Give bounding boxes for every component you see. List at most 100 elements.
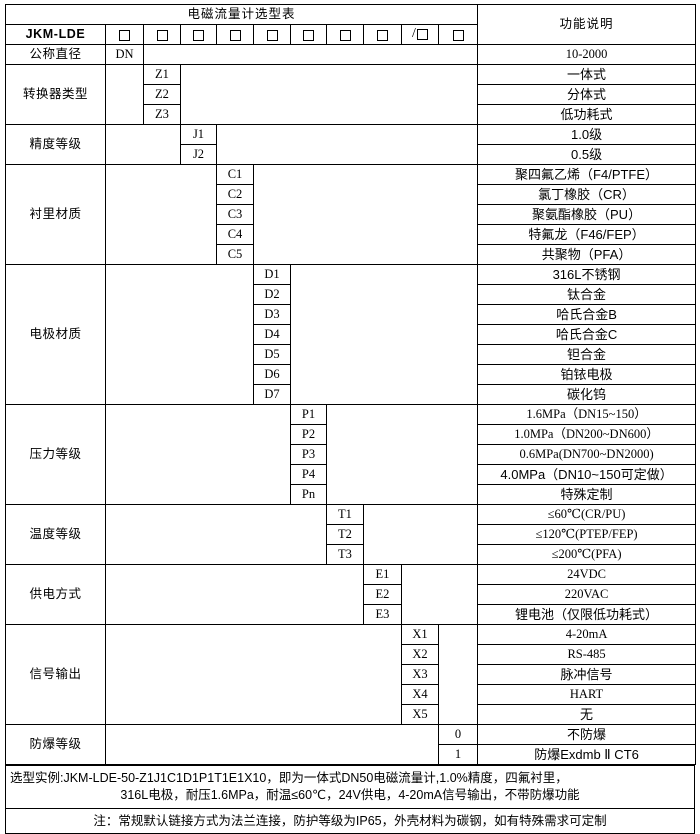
- desc-cell-c-5: 共聚物（PFA）: [477, 244, 697, 265]
- desc-cell-p-4: 4.0MPa（DN10~150可定做）: [477, 464, 697, 485]
- model-code-label: JKM-LDE: [5, 24, 106, 45]
- code-cell-d-6[interactable]: D6: [253, 364, 291, 385]
- checkbox-cell-8[interactable]: [363, 24, 402, 45]
- code-cell-c-5[interactable]: C5: [216, 244, 254, 265]
- desc-cell-ex-2: 防爆Exdmb Ⅱ CT6: [477, 744, 697, 765]
- code-cell-c-2[interactable]: C2: [216, 184, 254, 205]
- checkbox-cell-5[interactable]: [253, 24, 291, 45]
- code-cell-p-1[interactable]: P1: [290, 404, 327, 425]
- code-cell-d-2[interactable]: D2: [253, 284, 291, 305]
- code-cell-d-5[interactable]: D5: [253, 344, 291, 365]
- desc-cell-dn-1: 10-2000: [477, 44, 697, 65]
- blank-right-4: [289, 264, 479, 405]
- checkbox-6[interactable]: [303, 29, 314, 41]
- code-cell-x-5[interactable]: X5: [401, 704, 439, 725]
- desc-cell-p-2: 1.0MPa（DN200~DN600）: [477, 424, 697, 445]
- code-cell-x-4[interactable]: X4: [401, 684, 439, 705]
- checkbox-cell-3[interactable]: [180, 24, 217, 45]
- checkbox-9[interactable]: [416, 29, 428, 40]
- code-cell-p-5[interactable]: Pn: [290, 484, 327, 505]
- example-line-1: 选型实例:JKM-LDE-50-Z1J1C1D1P1T1E1X10，即为一体式D…: [10, 771, 568, 786]
- desc-cell-j-2: 0.5级: [477, 144, 697, 165]
- table-row: 压力等级 P1 1.6MPa（DN15~150）: [5, 404, 697, 505]
- row-label-5: 压力等级: [5, 404, 106, 505]
- row-label-4: 电极材质: [5, 264, 106, 405]
- checkbox-cell-10[interactable]: [437, 24, 479, 45]
- table-row: D6 铂铱电极: [6, 364, 697, 385]
- desc-cell-j-1: 1.0级: [477, 124, 697, 145]
- table-row: D3 哈氏合金B: [6, 304, 697, 325]
- code-cell-d-1[interactable]: D1: [253, 264, 291, 285]
- desc-cell-p-1: 1.6MPa（DN15~150）: [477, 404, 697, 425]
- code-cell-c-4[interactable]: C4: [216, 224, 254, 245]
- checkbox-cell-1[interactable]: [105, 24, 144, 45]
- blank-left-7: [105, 564, 364, 625]
- checkbox-cell-7[interactable]: [326, 24, 364, 45]
- blank-left-4: [105, 264, 254, 405]
- code-cell-p-2[interactable]: P2: [290, 424, 327, 445]
- example-row: 选型实例:JKM-LDE-50-Z1J1C1D1P1T1E1X10，即为一体式D…: [5, 765, 695, 809]
- checkbox-3[interactable]: [193, 29, 204, 41]
- code-cell-t-2[interactable]: T2: [326, 524, 364, 545]
- table-row: 信号输出 X1 4-20mA: [5, 624, 697, 725]
- table-row: X2 RS-485: [6, 644, 697, 665]
- checkbox-10[interactable]: [452, 29, 464, 41]
- code-cell-dn-1[interactable]: DN: [105, 44, 144, 65]
- code-cell-z-2[interactable]: Z2: [143, 84, 181, 105]
- code-cell-d-3[interactable]: D3: [253, 304, 291, 325]
- checkbox-8[interactable]: [377, 29, 388, 41]
- row-label-1: 转换器类型: [5, 64, 106, 125]
- row-label-8: 信号输出: [5, 624, 106, 725]
- desc-cell-e-3: 锂电池（仅限低功耗式）: [477, 604, 697, 625]
- checkbox-1[interactable]: [119, 29, 130, 41]
- code-cell-ex-1[interactable]: 0: [437, 724, 479, 745]
- desc-cell-e-1: 24VDC: [477, 564, 697, 585]
- desc-cell-d-4: 哈氏合金C: [477, 324, 697, 345]
- slash-separator: /: [412, 26, 416, 42]
- desc-cell-x-4: HART: [477, 684, 697, 705]
- table-row: D4 哈氏合金C: [6, 324, 697, 345]
- checkbox-cell-9[interactable]: /: [401, 24, 439, 45]
- table-row: C2 氯丁橡胶（CR）: [6, 184, 697, 205]
- code-cell-x-2[interactable]: X2: [401, 644, 439, 665]
- blank-right-1: [179, 64, 479, 125]
- code-cell-c-1[interactable]: C1: [216, 164, 254, 185]
- code-cell-ex-2[interactable]: 1: [437, 744, 479, 765]
- code-cell-j-2[interactable]: J2: [180, 144, 217, 165]
- code-cell-d-7[interactable]: D7: [253, 384, 291, 405]
- checkbox-5[interactable]: [266, 29, 278, 41]
- code-cell-z-3[interactable]: Z3: [143, 104, 181, 125]
- code-cell-e-1[interactable]: E1: [363, 564, 402, 585]
- code-cell-t-3[interactable]: T3: [326, 544, 364, 565]
- selection-table-sheet: 电磁流量计选型表 功能说明 JKM-LDE / 公称直径 DN 10-2000 转换器类型 Z1…: [4, 4, 697, 834]
- checkbox-7[interactable]: [339, 29, 351, 41]
- table-row: E2 220VAC: [6, 584, 697, 605]
- code-cell-e-3[interactable]: E3: [363, 604, 402, 625]
- desc-cell-e-2: 220VAC: [477, 584, 697, 605]
- checkbox-2[interactable]: [156, 29, 168, 41]
- code-cell-x-1[interactable]: X1: [401, 624, 439, 645]
- desc-cell-z-1: 一体式: [477, 64, 697, 85]
- checkbox-cell-6[interactable]: [290, 24, 327, 45]
- code-cell-d-4[interactable]: D4: [253, 324, 291, 345]
- code-cell-x-3[interactable]: X3: [401, 664, 439, 685]
- blank-left-2: [105, 124, 181, 165]
- row-label-6: 温度等级: [5, 504, 106, 565]
- code-cell-c-3[interactable]: C3: [216, 204, 254, 225]
- code-cell-p-3[interactable]: P3: [290, 444, 327, 465]
- desc-cell-d-1: 316L不锈钢: [477, 264, 697, 285]
- desc-cell-c-1: 聚四氟乙烯（F4/PTFE）: [477, 164, 697, 185]
- blank-right-3: [252, 164, 479, 265]
- code-cell-t-1[interactable]: T1: [326, 504, 364, 525]
- desc-cell-t-1: ≤60℃(CR/PU): [477, 504, 697, 525]
- desc-cell-c-2: 氯丁橡胶（CR）: [477, 184, 697, 205]
- checkbox-4[interactable]: [229, 29, 241, 41]
- code-cell-z-1[interactable]: Z1: [143, 64, 181, 85]
- checkbox-cell-2[interactable]: [143, 24, 181, 45]
- code-cell-e-2[interactable]: E2: [363, 584, 402, 605]
- code-cell-j-1[interactable]: J1: [180, 124, 217, 145]
- checkbox-cell-4[interactable]: [216, 24, 254, 45]
- desc-cell-c-3: 聚氨酯橡胶（PU）: [477, 204, 697, 225]
- code-cell-p-4[interactable]: P4: [290, 464, 327, 485]
- row-label-7: 供电方式: [5, 564, 106, 625]
